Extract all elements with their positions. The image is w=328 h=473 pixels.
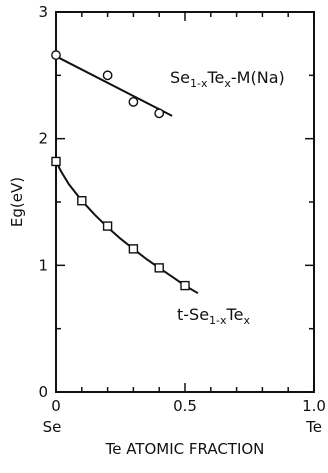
label-part: Te: [206, 68, 224, 87]
data-point-circle: [128, 97, 139, 107]
x-end-label-te: Te: [305, 418, 322, 436]
x-tick-label: 0.5: [173, 397, 197, 415]
data-point-square: [102, 221, 113, 231]
y-axis-title: Eg(eV): [8, 177, 26, 227]
series-label-t-se-te: t-Se1-xTex: [177, 305, 250, 327]
label-part: t-Se: [177, 305, 209, 324]
x-tick-label: 1.0: [302, 397, 326, 415]
data-point-square: [51, 156, 61, 167]
data-point-square: [128, 244, 139, 254]
data-point-square: [77, 196, 87, 206]
label-subscript: x: [243, 314, 250, 327]
series-label-se-te-m-na: Se1-xTex-M(Na): [170, 68, 285, 90]
x-tick-label: 0: [51, 397, 61, 415]
y-tick-label: 2: [38, 130, 48, 148]
data-point-circle: [51, 50, 61, 60]
data-point-square: [180, 280, 190, 291]
data-point-circle: [154, 108, 165, 119]
y-tick-label: 1: [38, 256, 48, 274]
axis-ticks: [55, 11, 315, 393]
data-markers: [51, 50, 190, 291]
y-tick-label: 0: [38, 383, 48, 401]
label-subscript: 1-x: [209, 314, 227, 327]
label-part: Te: [226, 305, 244, 324]
label-subscript: x: [224, 77, 231, 90]
x-end-label-se: Se: [43, 418, 62, 436]
x-axis-title: Te ATOMIC FRACTION: [105, 440, 265, 458]
label-subscript: 1-x: [190, 77, 208, 90]
axis-tick-labels: 0 0.5 1.0 0 1 2 3: [38, 3, 325, 415]
data-point-circle: [102, 70, 113, 81]
fit-line-series-1: [55, 161, 199, 295]
fit-lines: [55, 55, 199, 295]
label-part: -M(Na): [231, 68, 285, 87]
y-tick-label: 3: [38, 3, 48, 21]
fit-line-series-0: [55, 55, 173, 117]
data-point-square: [154, 263, 164, 273]
label-part: Se: [170, 68, 190, 87]
